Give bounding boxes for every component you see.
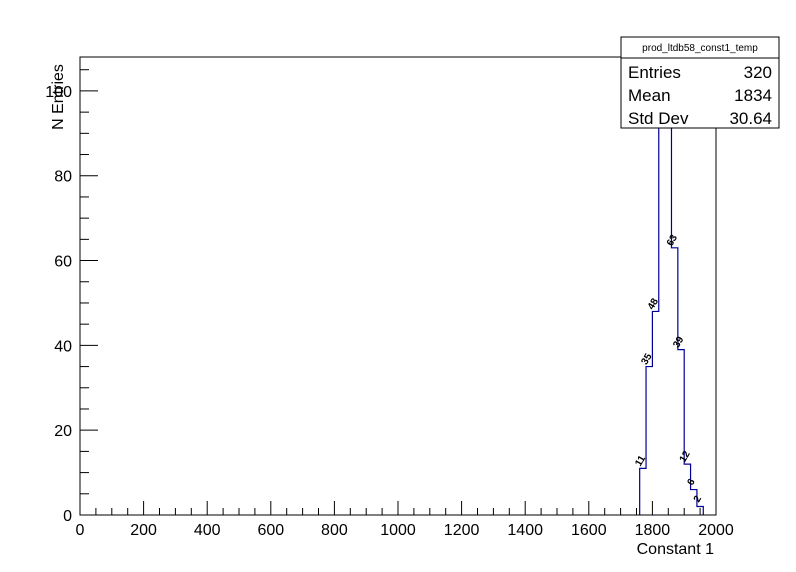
x-tick-label: 800: [321, 522, 348, 539]
x-tick-label: 200: [130, 522, 157, 539]
x-tick-label: 0: [76, 522, 85, 539]
x-tick-label: 1000: [380, 522, 416, 539]
x-tick-label: 2000: [698, 522, 734, 539]
x-tick-label: 600: [257, 522, 284, 539]
y-tick-label: 0: [63, 508, 72, 525]
stats-box: prod_ltdb58_const1_temp Entries 320 Mean…: [620, 36, 780, 129]
bin-label: 2: [692, 494, 705, 505]
stats-stddev-value: 30.64: [729, 109, 772, 128]
axis-ticks: [79, 69, 717, 516]
bin-label: 12: [678, 449, 693, 465]
stats-title: prod_ltdb58_const1_temp: [642, 43, 758, 54]
x-axis-title: Constant 1: [637, 541, 714, 558]
y-tick-labels: 0 20 40 60 80 100: [45, 84, 72, 525]
bin-label: 63: [665, 233, 680, 249]
y-axis-title: N Entries: [50, 64, 67, 130]
plot-frame: [79, 56, 717, 516]
stats-mean-value: 1834: [734, 86, 772, 105]
x-tick-label: 1400: [507, 522, 543, 539]
x-tick-label: 1200: [444, 522, 480, 539]
stats-mean-label: Mean: [628, 86, 671, 105]
x-tick-label: 1600: [571, 522, 607, 539]
stats-entries-label: Entries: [628, 63, 681, 82]
bin-label: 35: [640, 351, 655, 367]
bin-label: 39: [671, 334, 686, 350]
x-tick-labels: 0 200 400 600 800 1000 1200 1400 1600 1800 2000: [76, 522, 734, 539]
y-tick-label: 40: [54, 338, 72, 355]
y-tick-label: 80: [54, 169, 72, 186]
y-tick-label: 100: [45, 84, 72, 101]
x-tick-label: 400: [194, 522, 221, 539]
bin-label: 6: [685, 477, 698, 488]
bin-label: 48: [646, 296, 661, 312]
stats-entries-value: 320: [744, 63, 772, 82]
y-tick-label: 20: [54, 423, 72, 440]
x-tick-label: 1800: [635, 522, 671, 539]
stats-stddev-label: Std Dev: [628, 109, 689, 128]
y-tick-label: 60: [54, 254, 72, 271]
histogram-outline: [639, 56, 704, 515]
